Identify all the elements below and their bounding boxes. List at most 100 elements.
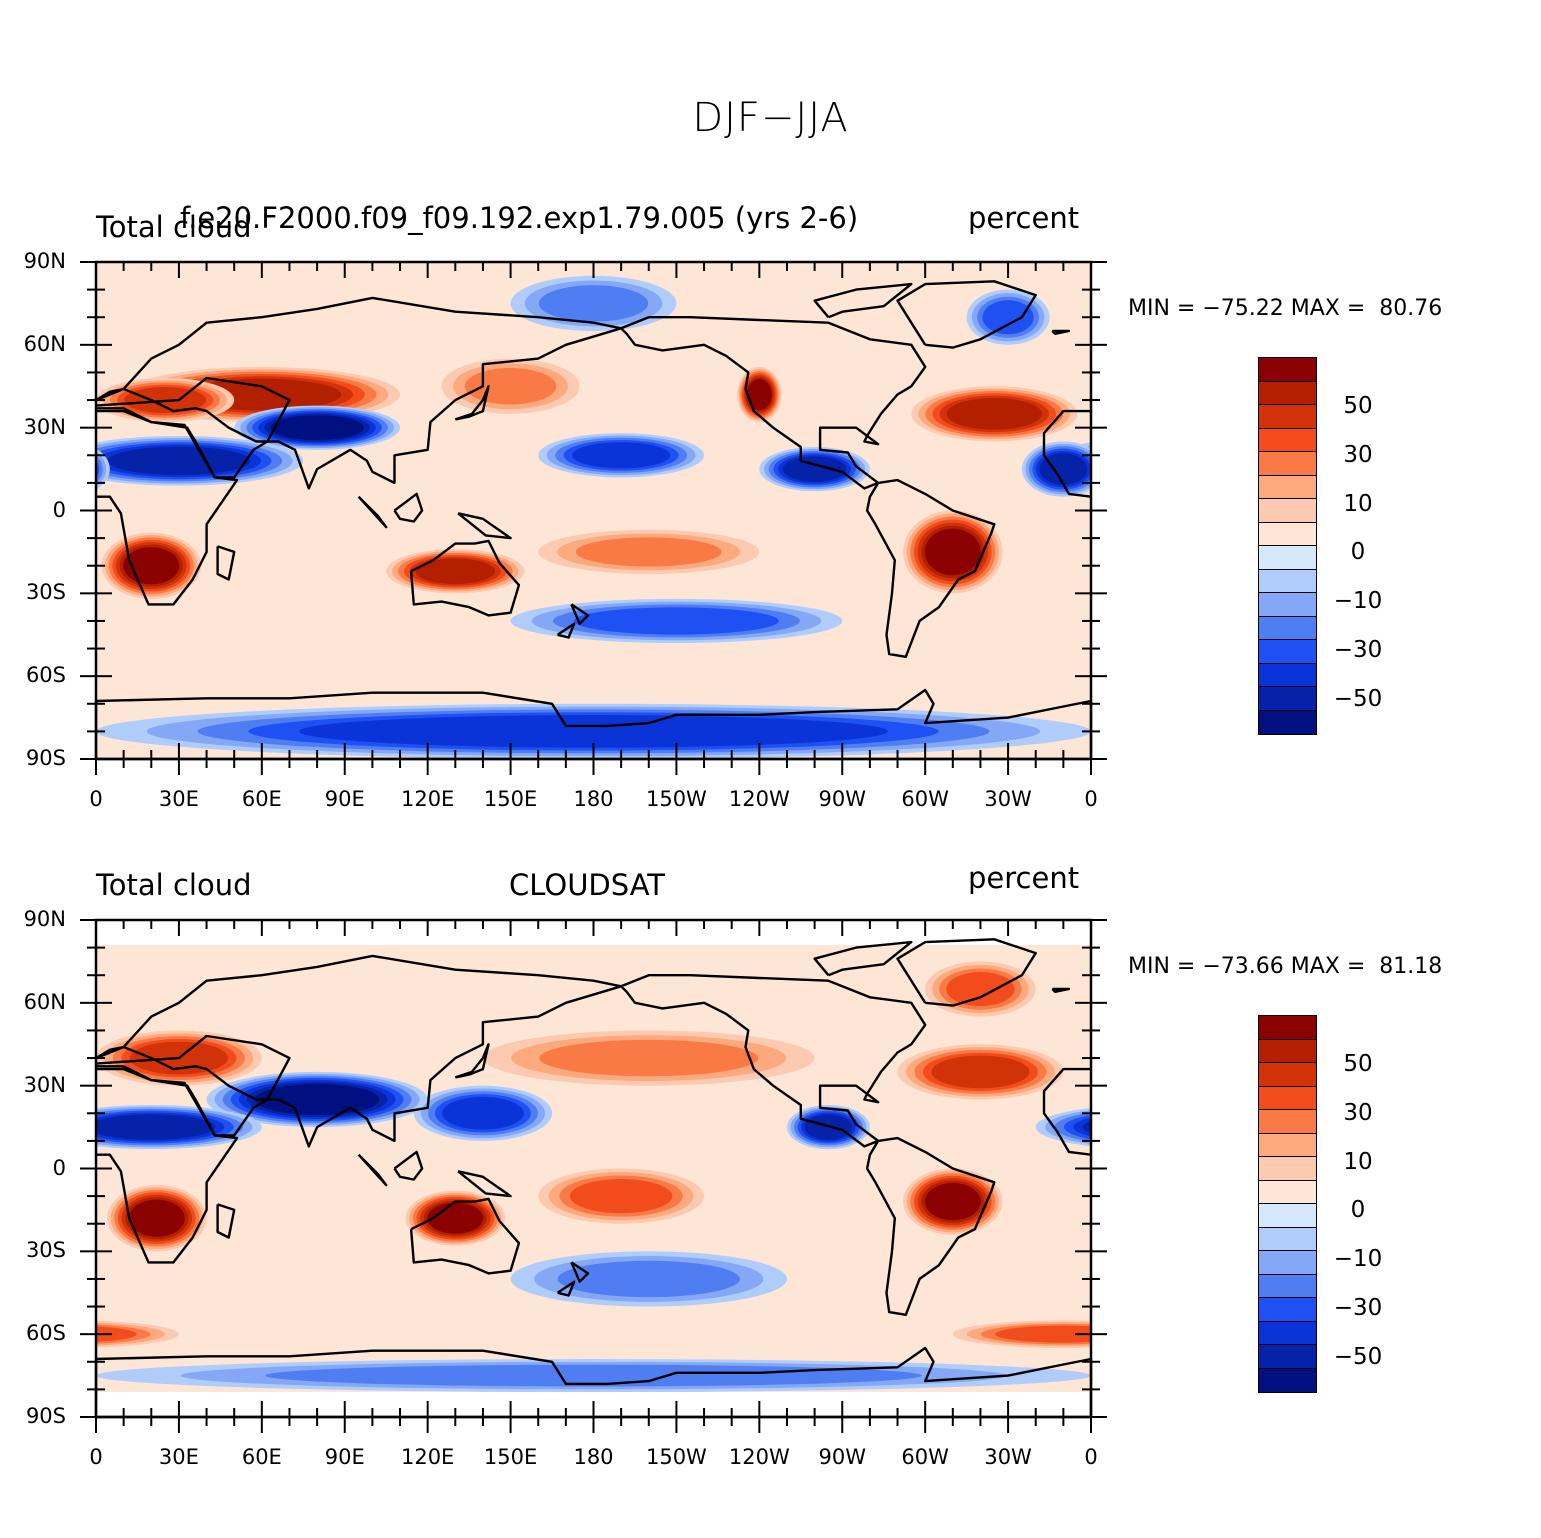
colorbar-label: 10 — [1343, 490, 1373, 517]
colorbar-box — [1259, 405, 1316, 429]
colorbar-box — [1259, 1204, 1316, 1228]
colorbar-label: −50 — [1333, 1343, 1383, 1370]
colorbar-box — [1259, 1180, 1316, 1204]
positive-anomaly — [386, 549, 525, 594]
colorbar-box — [1259, 428, 1316, 452]
negative-anomaly — [413, 1085, 553, 1141]
contour-fill — [96, 1326, 137, 1342]
coastline-path — [393, 492, 424, 523]
x-tick-label: 90E — [324, 1445, 365, 1469]
x-tick-label: 60W — [901, 1445, 949, 1469]
colorbar-label: 30 — [1343, 1099, 1373, 1126]
positive-anomaly — [538, 529, 760, 575]
positive-anomaly — [482, 1030, 815, 1086]
contour-fill — [574, 607, 779, 635]
contour-fill — [96, 1114, 215, 1140]
positive-anomaly — [107, 1185, 207, 1252]
colorbar-box — [1259, 381, 1316, 405]
panel-right-title: percent — [968, 201, 1080, 235]
contour-fill — [270, 415, 364, 441]
x-tick-label: 120E — [400, 787, 455, 811]
colorbar-label: −50 — [1333, 685, 1383, 712]
coastline-path — [357, 1153, 388, 1187]
contour-fill — [982, 300, 1034, 335]
x-tick-label: 0 — [89, 787, 103, 811]
colorbar-box — [1259, 1016, 1316, 1040]
coastline-path — [94, 688, 1093, 761]
panel-center-title: CLOUDSAT — [509, 868, 666, 902]
y-tick-label: 60N — [23, 331, 66, 356]
y-tick-label: 30S — [25, 1238, 66, 1263]
y-tick-label: 90S — [25, 746, 66, 770]
negative-anomaly — [96, 1359, 1091, 1393]
y-tick-label: 90N — [23, 249, 66, 273]
positive-anomaly — [96, 1320, 1091, 1348]
x-tick-label: 150E — [483, 1445, 538, 1469]
contour-fill — [96, 455, 103, 483]
contour-fill — [575, 537, 722, 567]
positive-anomaly — [737, 366, 782, 423]
contour-fill — [946, 397, 1042, 430]
colorbar-label: −30 — [1333, 1295, 1383, 1321]
colorbar-box — [1259, 616, 1316, 640]
colorbar-label: −10 — [1333, 1246, 1383, 1273]
field-background — [96, 262, 1091, 759]
min-max-label: MIN = −75.22 MAX = 80.76 — [1128, 296, 1443, 321]
coastline-path — [556, 622, 576, 639]
min-max-label: MIN = −73.66 MAX = 81.18 — [1128, 954, 1443, 979]
colorbar-box — [1259, 1063, 1316, 1087]
x-tick-label: 30E — [158, 787, 199, 811]
negative-anomaly — [759, 446, 870, 492]
y-tick-label: 30S — [25, 580, 66, 605]
x-tick-label: 0 — [1084, 1445, 1098, 1469]
colorbar-label: 10 — [1343, 1148, 1373, 1175]
x-tick-label: 60W — [901, 787, 949, 811]
coastline-path — [620, 974, 927, 1148]
panel-center-title: f.e20.F2000.f09_f09.192.exp1.79.005 (yrs… — [180, 201, 859, 235]
x-tick-label: 60E — [241, 787, 282, 811]
contour-fill — [539, 1039, 759, 1077]
y-tick-label: 90S — [25, 1404, 66, 1428]
contour-fill — [107, 446, 251, 476]
tick-marks — [80, 919, 1107, 1433]
coastline-path — [865, 478, 996, 658]
positive-anomaly — [405, 1190, 506, 1246]
x-tick-label: 30W — [984, 787, 1032, 811]
colorbar-label: −30 — [1333, 637, 1383, 663]
coastline-path — [409, 539, 521, 617]
coastline-path — [454, 1043, 490, 1079]
coastline-path — [1042, 1067, 1092, 1156]
tick-marks — [80, 261, 1107, 775]
negative-anomaly — [206, 1071, 428, 1128]
contour-fill — [1039, 453, 1088, 485]
contour-fill — [557, 1260, 740, 1298]
contour-fill — [1073, 1117, 1091, 1137]
x-tick-label: 150W — [645, 1445, 707, 1469]
positive-anomaly — [903, 510, 1003, 594]
contour-fill — [572, 442, 671, 469]
coastline-path — [556, 1280, 576, 1297]
panel-left-title: Total cloud — [96, 210, 252, 244]
panel-model: Total cloud f.e20.F2000.f09_f09.192.exp1… — [0, 0, 1541, 810]
x-tick-label: 120W — [728, 787, 790, 811]
coastline-outline — [94, 280, 1093, 761]
colorbar-box — [1259, 1368, 1316, 1392]
contour-fill — [538, 285, 649, 322]
colorbar-box — [1259, 1110, 1316, 1134]
y-tick-label: 30N — [23, 414, 66, 439]
coastline-path — [409, 1197, 521, 1275]
y-tick-label: 90N — [23, 907, 66, 931]
y-tick-label: 60S — [25, 663, 66, 688]
colorbar — [1258, 1015, 1317, 1393]
coastline-path — [896, 938, 1037, 1007]
x-tick-label: 150W — [645, 787, 707, 811]
contour-fill — [931, 1055, 1030, 1089]
contour-fill — [265, 1364, 922, 1387]
contour-fill — [123, 547, 180, 585]
x-tick-label: 30E — [158, 1445, 199, 1469]
contour-fill — [995, 1325, 1091, 1343]
contour-fill — [746, 378, 772, 411]
colorbar-label: 50 — [1343, 1051, 1373, 1077]
colorbar-box — [1259, 1251, 1316, 1275]
